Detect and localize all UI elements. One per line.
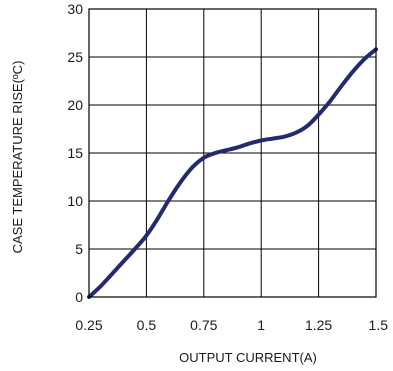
y-tick-labels: 0 5 10 15 20 25 30 <box>67 1 83 305</box>
y-tick-label: 30 <box>67 1 83 17</box>
x-tick-labels: 0.25 0.5 0.75 1 1.25 1.5 <box>75 317 388 333</box>
x-tick-label: 1 <box>257 317 265 333</box>
plot-frame <box>88 8 377 298</box>
y-tick-label: 25 <box>67 49 83 65</box>
x-tick-label: 0.5 <box>137 317 157 333</box>
series-line-0 <box>87 47 378 299</box>
x-tick-label: 0.75 <box>190 317 217 333</box>
x-tick-label: 1.5 <box>369 317 389 333</box>
x-tick-label: 1.25 <box>305 317 332 333</box>
y-tick-label: 5 <box>75 241 83 257</box>
y-tick-label: 0 <box>75 289 83 305</box>
y-axis-label: CASE TEMPERATURE RISE(ºC) <box>10 61 25 254</box>
x-tick-label: 0.25 <box>75 317 102 333</box>
y-tick-label: 20 <box>67 97 83 113</box>
x-axis-label: OUTPUT CURRENT(A) <box>179 350 317 365</box>
y-tick-label: 15 <box>67 145 83 161</box>
y-tick-label: 10 <box>67 193 83 209</box>
